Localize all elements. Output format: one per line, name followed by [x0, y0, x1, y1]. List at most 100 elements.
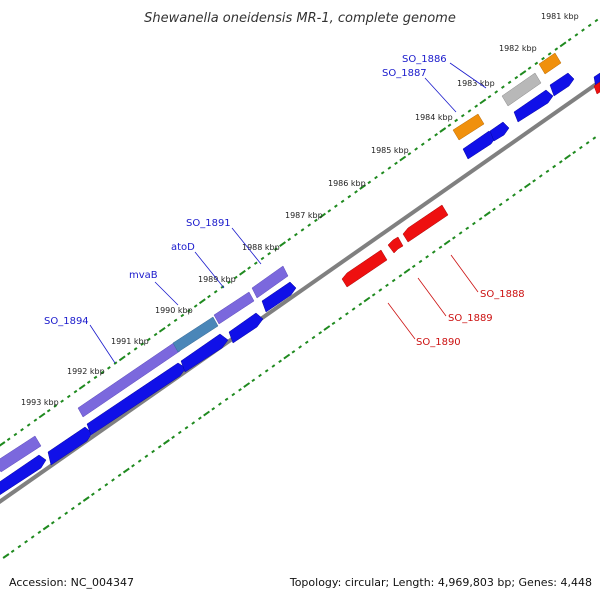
tick-mark	[131, 463, 135, 468]
tick-mark	[559, 41, 567, 48]
gene-feature[interactable]	[0, 454, 47, 498]
tick-mark	[227, 280, 231, 285]
gene-feature[interactable]	[513, 89, 554, 123]
leader-line	[417, 277, 447, 317]
gene-feature[interactable]	[489, 121, 510, 142]
tick-mark	[122, 467, 130, 474]
outer-tick-ring	[0, 18, 599, 447]
gene-label-so1888[interactable]: SO_1888	[480, 289, 525, 300]
tick-mark	[46, 408, 51, 413]
gene-feature[interactable]	[341, 249, 388, 288]
tick-mark	[483, 211, 491, 217]
gene-feature[interactable]	[387, 236, 404, 254]
kbp-label: 1985 kbp	[371, 146, 409, 155]
tick-mark	[187, 309, 191, 313]
tick-mark	[233, 275, 238, 280]
tick-mark	[547, 52, 552, 56]
tick-mark	[411, 264, 416, 269]
tick-mark	[552, 164, 557, 169]
tick-mark	[213, 289, 218, 294]
tick-mark	[253, 261, 258, 265]
tick-mark	[371, 293, 376, 297]
tick-mark	[431, 250, 436, 254]
tick-mark	[592, 136, 597, 140]
tick-mark	[238, 388, 242, 392]
genome-summary-text: Topology: circular; Length: 4,969,803 bp…	[289, 576, 592, 589]
tick-mark	[26, 423, 31, 427]
gene-feature[interactable]	[180, 333, 229, 373]
gene-label-so1890[interactable]: SO_1890	[416, 337, 461, 348]
gene-label-so1887[interactable]: SO_1887	[382, 68, 427, 79]
leader-line	[449, 62, 487, 89]
gene-label-atod[interactable]: atoD	[171, 242, 195, 253]
gene-feature[interactable]	[213, 291, 255, 325]
tick-mark	[147, 337, 151, 342]
tick-mark	[519, 70, 527, 76]
tick-mark	[452, 236, 456, 240]
gene-feature[interactable]	[47, 426, 93, 466]
gene-feature[interactable]	[86, 362, 187, 436]
tick-mark	[291, 350, 296, 354]
tick-mark	[113, 361, 118, 365]
tick-mark	[191, 421, 196, 425]
tick-mark	[579, 145, 583, 150]
gene-label-mvab[interactable]: mvaB	[129, 270, 158, 281]
tick-mark	[153, 332, 158, 337]
tick-mark	[351, 307, 356, 311]
tick-mark	[264, 369, 269, 373]
gene-feature[interactable]	[462, 130, 497, 160]
gene-feature[interactable]	[172, 316, 219, 353]
tick-mark	[518, 188, 523, 193]
gene-label-so1886[interactable]: SO_1886	[402, 54, 447, 65]
tick-mark	[53, 404, 58, 408]
tick-mark	[140, 342, 145, 346]
tick-mark	[512, 193, 516, 197]
tick-mark	[374, 175, 378, 180]
tick-mark	[338, 316, 343, 321]
gene-feature[interactable]	[251, 265, 289, 299]
gene-feature[interactable]	[228, 312, 264, 344]
tick-mark	[118, 355, 126, 362]
tick-mark	[492, 207, 496, 212]
gene-feature[interactable]	[77, 341, 181, 418]
tick-mark	[354, 190, 358, 194]
gene-feature[interactable]	[549, 72, 575, 97]
reverse-genes	[341, 81, 600, 288]
gene-label-so1891[interactable]: SO_1891	[186, 218, 231, 229]
tick-mark	[50, 520, 55, 525]
tick-mark	[104, 482, 109, 487]
leader-line	[89, 324, 116, 364]
tick-mark	[527, 66, 532, 70]
tick-mark	[287, 237, 292, 242]
kbp-label: 1984 kbp	[415, 113, 453, 122]
tick-mark	[157, 444, 162, 449]
tick-mark	[60, 399, 64, 403]
tick-mark	[133, 347, 138, 351]
gene-feature[interactable]	[0, 435, 42, 473]
tick-mark	[478, 217, 483, 221]
gene-feature[interactable]	[593, 81, 600, 95]
gene-feature[interactable]	[501, 72, 542, 107]
tick-mark	[193, 304, 198, 308]
gene-feature[interactable]	[452, 113, 485, 141]
tick-mark	[203, 410, 210, 417]
gene-labels: SO_1886 SO_1887 SO_1891 atoD mvaB SO_189…	[44, 54, 525, 348]
tick-mark	[2, 553, 10, 559]
leader-line	[231, 227, 262, 265]
gene-label-so1894[interactable]: SO_1894	[44, 316, 89, 327]
tick-mark	[273, 247, 278, 251]
tick-mark	[278, 359, 282, 364]
kbp-label: 1986 kbp	[328, 179, 366, 188]
gene-feature[interactable]	[261, 281, 297, 313]
tick-mark	[319, 212, 326, 219]
gene-label-so1889[interactable]: SO_1889	[448, 313, 493, 324]
tick-mark	[567, 37, 572, 42]
tick-mark	[100, 370, 105, 375]
tick-mark	[479, 98, 487, 105]
tick-mark	[447, 123, 452, 128]
gene-feature[interactable]	[538, 52, 562, 75]
gene-feature[interactable]	[402, 204, 449, 243]
forward-genes-outer	[0, 52, 562, 473]
tick-mark	[64, 511, 69, 516]
kbp-label: 1993 kbp	[21, 398, 59, 407]
